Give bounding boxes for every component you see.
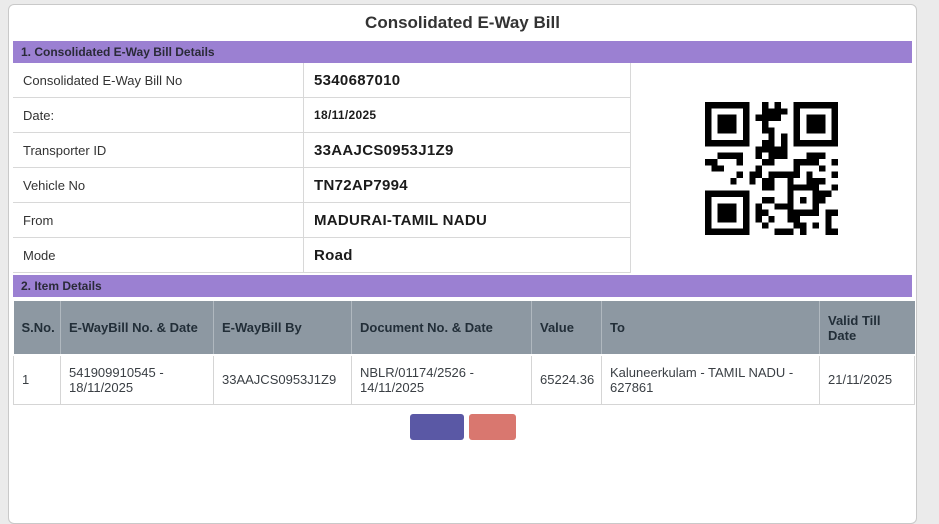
table-header-row: S.No. E-WayBill No. & Date E-WayBill By …: [13, 301, 915, 355]
detail-row-transporter-id: Transporter ID 33AAJCS0953J1Z9: [13, 133, 630, 168]
detail-row-date: Date: 18/11/2025: [13, 98, 630, 133]
table-row: 1 541909910545 - 18/11/2025 33AAJCS0953J…: [13, 354, 915, 405]
eway-bill-card: Consolidated E-Way Bill 1. Consolidated …: [8, 4, 917, 524]
date-label: Date:: [13, 98, 304, 132]
cell-document-no-date: NBLR/01174/2526 - 14/11/2025: [351, 354, 532, 405]
cell-ewaybill-no-date: 541909910545 - 18/11/2025: [60, 354, 214, 405]
vehicle-no-label: Vehicle No: [13, 168, 304, 202]
from-value: MADURAI-TAMIL NADU: [314, 211, 488, 229]
detail-row-bill-no: Consolidated E-Way Bill No 5340687010: [13, 63, 630, 98]
detail-row-mode: Mode Road: [13, 238, 630, 273]
date-value: 18/11/2025: [314, 108, 377, 122]
item-details-table: S.No. E-WayBill No. & Date E-WayBill By …: [13, 301, 915, 405]
from-label: From: [13, 203, 304, 237]
col-header-valid-till-date: Valid Till Date: [819, 301, 915, 355]
col-header-sno: S.No.: [13, 301, 61, 355]
qr-panel: [631, 63, 912, 273]
col-header-ewaybill-by: E-WayBill By: [213, 301, 352, 355]
cell-sno: 1: [13, 354, 61, 405]
cell-valid-till-date: 21/11/2025: [819, 354, 915, 405]
cell-to: Kaluneerkulam - TAMIL NADU - 627861: [601, 354, 820, 405]
qr-code-icon: [705, 101, 838, 235]
bill-no-label: Consolidated E-Way Bill No: [13, 63, 304, 97]
transporter-id-value: 33AAJCS0953J1Z9: [314, 141, 454, 159]
col-header-value: Value: [531, 301, 602, 355]
vehicle-no-value: TN72AP7994: [314, 176, 408, 194]
cell-ewaybill-by: 33AAJCS0953J1Z9: [213, 354, 352, 405]
mode-label: Mode: [13, 238, 304, 272]
col-header-to: To: [601, 301, 820, 355]
section-2-header: 2. Item Details: [13, 275, 912, 297]
detail-row-from: From MADURAI-TAMIL NADU: [13, 203, 630, 238]
section-1-details: Consolidated E-Way Bill No 5340687010 Da…: [13, 63, 912, 273]
mode-value: Road: [314, 246, 353, 264]
col-header-ewaybill-no-date: E-WayBill No. & Date: [60, 301, 214, 355]
page-title: Consolidated E-Way Bill: [365, 13, 560, 32]
section-1-header: 1. Consolidated E-Way Bill Details: [13, 41, 912, 63]
col-header-document-no-date: Document No. & Date: [351, 301, 532, 355]
details-grid: Consolidated E-Way Bill No 5340687010 Da…: [13, 63, 631, 273]
detail-row-vehicle-no: Vehicle No TN72AP7994: [13, 168, 630, 203]
cell-value: 65224.36: [531, 354, 602, 405]
transporter-id-label: Transporter ID: [13, 133, 304, 167]
bill-no-value: 5340687010: [314, 71, 401, 89]
